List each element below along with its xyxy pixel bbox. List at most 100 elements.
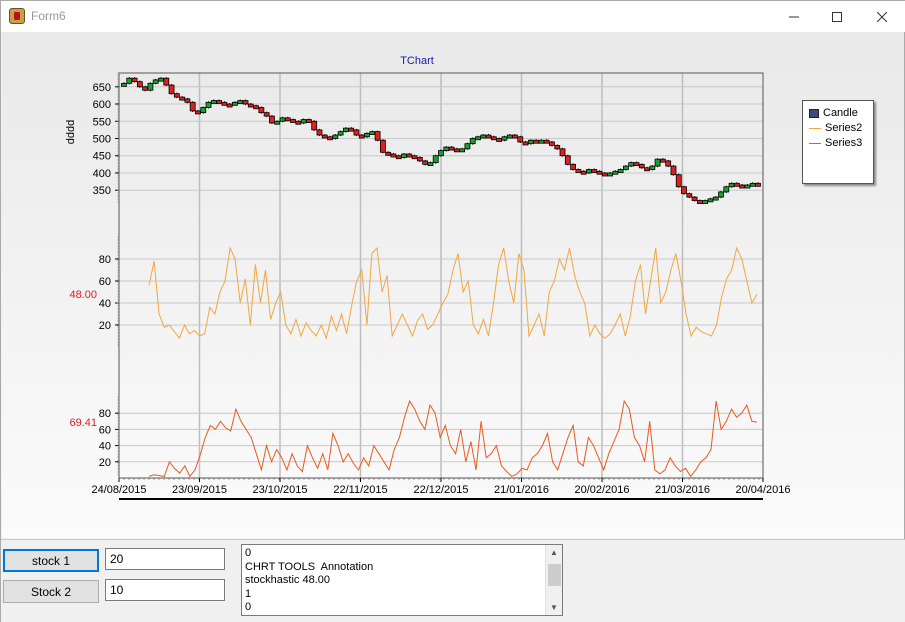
- candle-body: [152, 79, 159, 84]
- candle-body: [469, 138, 476, 145]
- candle-body: [712, 196, 719, 201]
- candle-body: [485, 134, 492, 139]
- candle-body: [527, 139, 534, 145]
- candle-body: [179, 96, 186, 101]
- candle-body: [253, 105, 259, 110]
- annotation-memo[interactable]: 0 CHRT TOOLS Annotation stockhastic 48.00 1…: [241, 544, 563, 616]
- candle-body: [306, 119, 312, 123]
- memo-line: 1: [245, 587, 252, 600]
- candle-body: [189, 101, 196, 112]
- candle-body: [184, 98, 191, 103]
- legend-label-series3: Series3: [825, 137, 863, 149]
- candle-body: [512, 134, 518, 139]
- legend-swatch-series2: [809, 127, 821, 129]
- candle-body: [533, 139, 539, 144]
- y-tick-label: 350: [93, 185, 111, 197]
- candle-body: [623, 165, 629, 170]
- legend-swatch-candle: [809, 108, 819, 118]
- candle-body: [274, 120, 281, 125]
- memo-scrollbar[interactable]: ▲ ▼: [545, 545, 562, 615]
- legend-item-series3: Series3: [809, 136, 862, 150]
- scroll-up-icon[interactable]: ▲: [550, 548, 558, 557]
- candle-body: [321, 134, 328, 139]
- candle-body: [654, 158, 661, 167]
- candle-body: [332, 134, 339, 139]
- candle-body: [448, 146, 455, 151]
- candle-body: [173, 93, 180, 98]
- candle-body: [131, 77, 138, 83]
- x-tick-label: 23/10/2015: [252, 484, 307, 496]
- candle-body: [612, 170, 619, 175]
- candle-body: [517, 136, 524, 143]
- candle-body: [226, 103, 233, 108]
- candle-body: [295, 120, 302, 125]
- candle-body: [744, 184, 751, 189]
- y-axis-label: dddd: [65, 120, 77, 144]
- candle-body: [617, 169, 624, 173]
- candle-body: [163, 77, 170, 86]
- candle-body: [221, 101, 228, 106]
- candle-body: [543, 139, 550, 144]
- candle-body: [686, 193, 693, 198]
- candle-body: [691, 196, 698, 201]
- candle-body: [723, 186, 730, 193]
- candle-body: [327, 136, 333, 141]
- window-title: Form6: [31, 9, 66, 23]
- candle-body: [258, 107, 265, 114]
- candle-body: [147, 82, 154, 91]
- candle-body: [628, 162, 635, 167]
- y-tick-label: 400: [93, 168, 111, 180]
- scroll-down-icon[interactable]: ▼: [550, 603, 558, 612]
- candle-body: [311, 120, 318, 131]
- candle-body: [496, 138, 503, 142]
- candle-body: [342, 127, 349, 133]
- maximize-button[interactable]: [814, 1, 859, 32]
- stock1-input[interactable]: 20: [105, 548, 225, 570]
- candle-body: [660, 158, 666, 163]
- stock2-input[interactable]: 10: [105, 579, 225, 601]
- candle-body: [570, 163, 576, 170]
- x-tick-label: 24/08/2015: [91, 484, 146, 496]
- candle-body: [755, 182, 761, 187]
- candle-body: [733, 182, 740, 187]
- candle-body: [158, 77, 164, 82]
- series-line-series2: [148, 246, 758, 340]
- tchart: TChart dddd 350 400 450 500 550 600 650 20 40 60 80 2…: [65, 55, 791, 500]
- stock2-button[interactable]: Stock 2: [3, 580, 99, 603]
- candle-body: [216, 100, 223, 104]
- series-line-series3: [148, 399, 758, 478]
- bottom-panel: stock 1 Stock 2 20 10 0 CHRT TOOLS Annota…: [1, 539, 905, 622]
- candle-body: [501, 136, 508, 141]
- candle-body: [649, 165, 656, 170]
- minimize-button[interactable]: [771, 1, 816, 32]
- y-tick-label: 550: [93, 116, 111, 128]
- candle-body: [670, 165, 677, 176]
- candle-body: [316, 129, 323, 136]
- candle-body: [564, 155, 571, 165]
- series-annotation-series3: 69.41: [69, 417, 97, 429]
- candle-body: [522, 141, 529, 146]
- y-tick-label: 60: [99, 424, 111, 436]
- candle-body: [411, 155, 418, 160]
- x-tick-label: 20/04/2016: [735, 484, 790, 496]
- candle-body: [549, 141, 555, 146]
- x-tick-label: 21/01/2016: [494, 484, 549, 496]
- candle-body: [195, 110, 201, 115]
- candle-body: [601, 172, 608, 177]
- candle-body: [443, 146, 450, 151]
- candle-body: [475, 136, 481, 141]
- title-bar[interactable]: Form6: [1, 1, 905, 32]
- legend-label-candle: Candle: [823, 107, 858, 119]
- close-button[interactable]: [859, 1, 904, 32]
- chart-title: TChart: [400, 55, 434, 67]
- y-tick-label: 650: [93, 82, 111, 94]
- candle-body: [374, 131, 381, 141]
- scroll-thumb[interactable]: [548, 564, 561, 586]
- app-icon: [9, 8, 25, 24]
- candle-body: [432, 155, 439, 164]
- stock1-button[interactable]: stock 1: [3, 549, 99, 572]
- candle-body: [390, 153, 397, 158]
- candle-body: [416, 157, 423, 162]
- x-tick-label: 21/03/2016: [655, 484, 710, 496]
